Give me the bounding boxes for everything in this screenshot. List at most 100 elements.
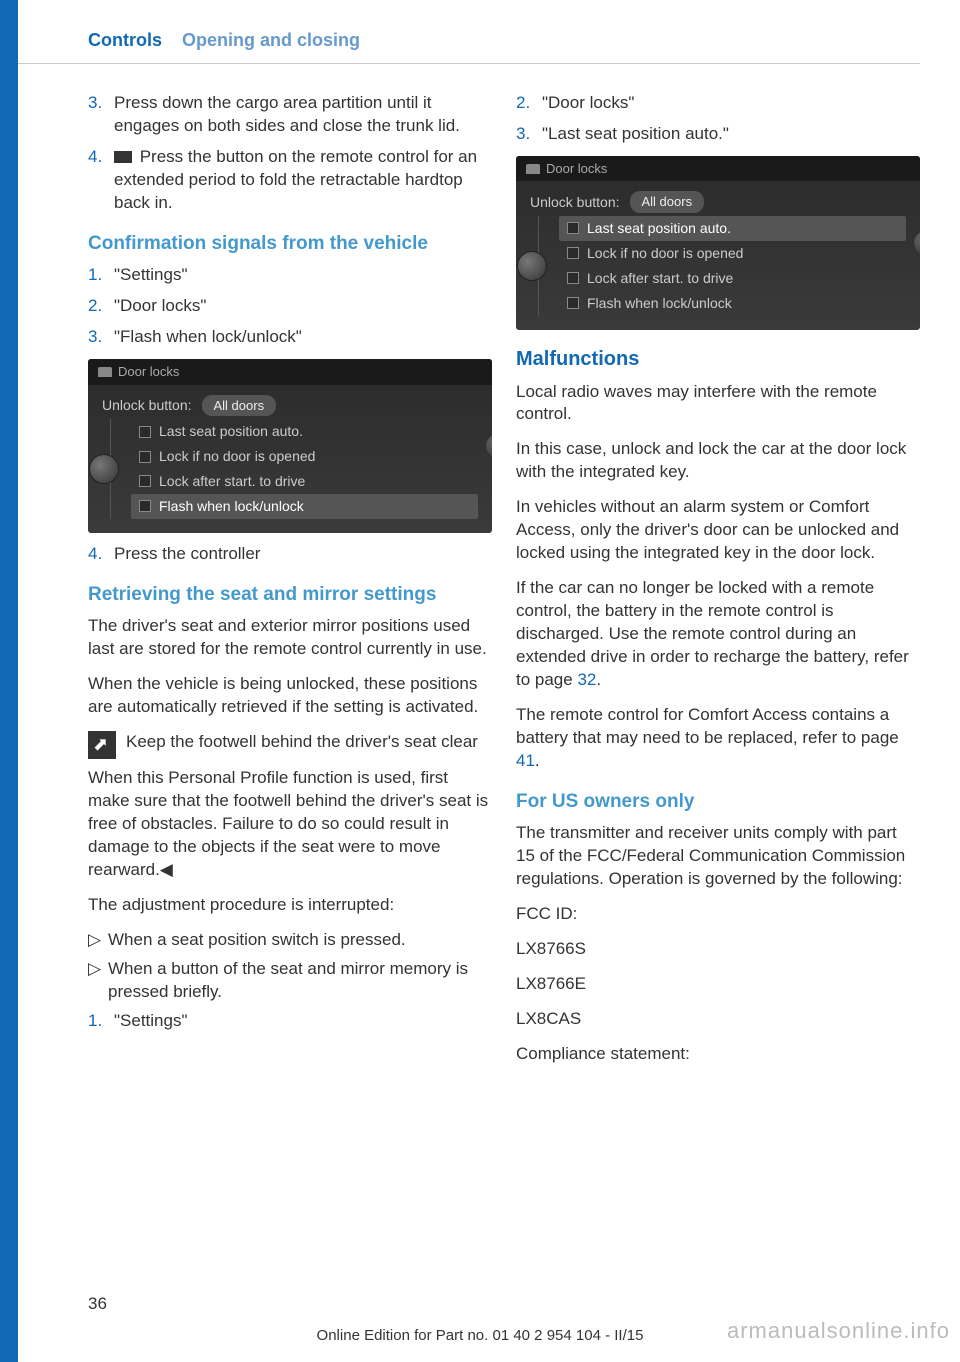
checkbox-icon: [567, 272, 579, 284]
step-number: 4.: [88, 543, 114, 566]
unlock-value: All doors: [630, 191, 705, 213]
step-number: 3.: [88, 326, 114, 349]
step-1c: 1. "Settings": [88, 1010, 492, 1033]
checkbox-icon: [139, 451, 151, 463]
paragraph: The adjustment procedure is interrupted:: [88, 894, 492, 917]
step-number: 2.: [516, 92, 542, 115]
step-number: 1.: [88, 1010, 114, 1033]
step-text: "Last seat position auto.": [542, 123, 920, 146]
idrive-knob-icon: [89, 454, 119, 484]
left-column: 3. Press down the cargo area partition u…: [88, 92, 492, 1078]
menu-item: Last seat position auto.: [131, 419, 478, 444]
screenshot-body: Unlock button: All doors Last seat posit…: [516, 181, 920, 329]
menu-item-label: Flash when lock/unlock: [159, 497, 304, 516]
checkbox-icon: [139, 500, 151, 512]
paragraph: When this Personal Profile function is u…: [88, 767, 492, 882]
step-2b: 2. "Door locks": [88, 295, 492, 318]
step-number: 2.: [88, 295, 114, 318]
screenshot-title: Door locks: [546, 160, 607, 178]
paragraph: Local radio waves may interfere with the…: [516, 381, 920, 427]
step-text: "Flash when lock/unlock": [114, 326, 492, 349]
menu-item: Lock if no door is opened: [559, 241, 906, 266]
bullet-marker: ▷: [88, 929, 108, 952]
step-number: 3.: [516, 123, 542, 146]
checkbox-icon: [567, 222, 579, 234]
paragraph: The remote control for Comfort Access co…: [516, 704, 920, 773]
step-2c: 2. "Door locks": [516, 92, 920, 115]
header-section: Opening and closing: [182, 30, 360, 51]
paragraph: The transmitter and receiver units compl…: [516, 822, 920, 891]
page-link-32[interactable]: 32: [577, 670, 596, 689]
paragraph: The driver's seat and exterior mirror po…: [88, 615, 492, 661]
step-text: "Door locks": [542, 92, 920, 115]
step-number: 1.: [88, 264, 114, 287]
step-4b: 4. Press the controller: [88, 543, 492, 566]
heading-malfunctions: Malfunctions: [516, 346, 920, 373]
menu-item: Flash when lock/unlock: [131, 494, 478, 519]
menu-item: Lock after start. to drive: [559, 266, 906, 291]
unlock-button-row: Unlock button: All doors: [530, 191, 906, 213]
fcc-line: Compliance statement:: [516, 1043, 920, 1066]
bullet-text: When a seat position switch is pressed.: [108, 929, 406, 952]
watermark: armanualsonline.info: [727, 1318, 950, 1344]
menu-item-label: Flash when lock/unlock: [587, 294, 732, 313]
fcc-line: LX8766S: [516, 938, 920, 961]
heading-us-owners: For US owners only: [516, 789, 920, 815]
menu-item-label: Lock after start. to drive: [587, 269, 733, 288]
page-link-41[interactable]: 41: [516, 751, 535, 770]
idrive-knob-icon: [517, 251, 547, 281]
step-text: Press the controller: [114, 543, 492, 566]
step-number: 4.: [88, 146, 114, 215]
fcc-line: FCC ID:: [516, 903, 920, 926]
vertical-stripe: [0, 0, 18, 1362]
warning-title: Keep the footwell behind the driver's se…: [126, 731, 478, 754]
menu-item-label: Lock if no door is opened: [159, 447, 315, 466]
menu-item: Last seat position auto.: [559, 216, 906, 241]
idrive-screenshot-2: Door locks Unlock button: All doors Last…: [516, 156, 920, 330]
menu-item: Lock if no door is opened: [131, 444, 478, 469]
checkbox-icon: [567, 297, 579, 309]
unlock-value: All doors: [202, 395, 277, 417]
screenshot-menu: Last seat position auto. Lock if no door …: [538, 216, 906, 316]
header-controls: Controls: [88, 30, 162, 51]
step-4a: 4. Press the button on the remote contro…: [88, 146, 492, 215]
paragraph: If the car can no longer be locked with …: [516, 577, 920, 692]
checkbox-icon: [139, 475, 151, 487]
checkbox-icon: [139, 426, 151, 438]
screenshot-title-bar: Door locks: [516, 156, 920, 182]
page-number: 36: [88, 1294, 107, 1314]
bullet-item: ▷ When a button of the seat and mirror m…: [88, 958, 492, 1004]
paragraph: When the vehicle is being unlocked, thes…: [88, 673, 492, 719]
right-column: 2. "Door locks" 3. "Last seat position a…: [516, 92, 920, 1078]
screenshot-title-bar: Door locks: [88, 359, 492, 385]
heading-retrieving: Retrieving the seat and mirror settings: [88, 582, 492, 608]
bullet-text: When a button of the seat and mirror mem…: [108, 958, 492, 1004]
bullet-item: ▷ When a seat position switch is pressed…: [88, 929, 492, 952]
page-header: Controls Opening and closing: [0, 0, 920, 64]
step-text: Press down the cargo area partition unti…: [114, 92, 492, 138]
unlock-label: Unlock button:: [102, 396, 192, 415]
menu-item-label: Last seat position auto.: [587, 219, 731, 238]
car-icon: [526, 164, 540, 174]
step-number: 3.: [88, 92, 114, 138]
bullet-marker: ▷: [88, 958, 108, 1004]
heading-confirmation: Confirmation signals from the vehicle: [88, 231, 492, 257]
menu-item-label: Lock after start. to drive: [159, 472, 305, 491]
step-3c: 3. "Last seat position auto.": [516, 123, 920, 146]
menu-item-label: Last seat position auto.: [159, 422, 303, 441]
menu-item: Lock after start. to drive: [131, 469, 478, 494]
car-icon: [98, 367, 112, 377]
step-1b: 1. "Settings": [88, 264, 492, 287]
screenshot-body: Unlock button: All doors Last seat posit…: [88, 385, 492, 533]
checkbox-icon: [567, 247, 579, 259]
right-knob-icon: [914, 231, 920, 255]
step-3b: 3. "Flash when lock/unlock": [88, 326, 492, 349]
para-text: The remote control for Comfort Access co…: [516, 705, 899, 747]
right-knob-icon: [486, 434, 492, 458]
warning-icon: [88, 731, 116, 759]
step-text: Press the button on the remote control f…: [114, 146, 492, 215]
screenshot-menu: Last seat position auto. Lock if no door …: [110, 419, 478, 519]
step-3a: 3. Press down the cargo area partition u…: [88, 92, 492, 138]
warning-box: Keep the footwell behind the driver's se…: [88, 731, 492, 759]
unlock-label: Unlock button:: [530, 193, 620, 212]
